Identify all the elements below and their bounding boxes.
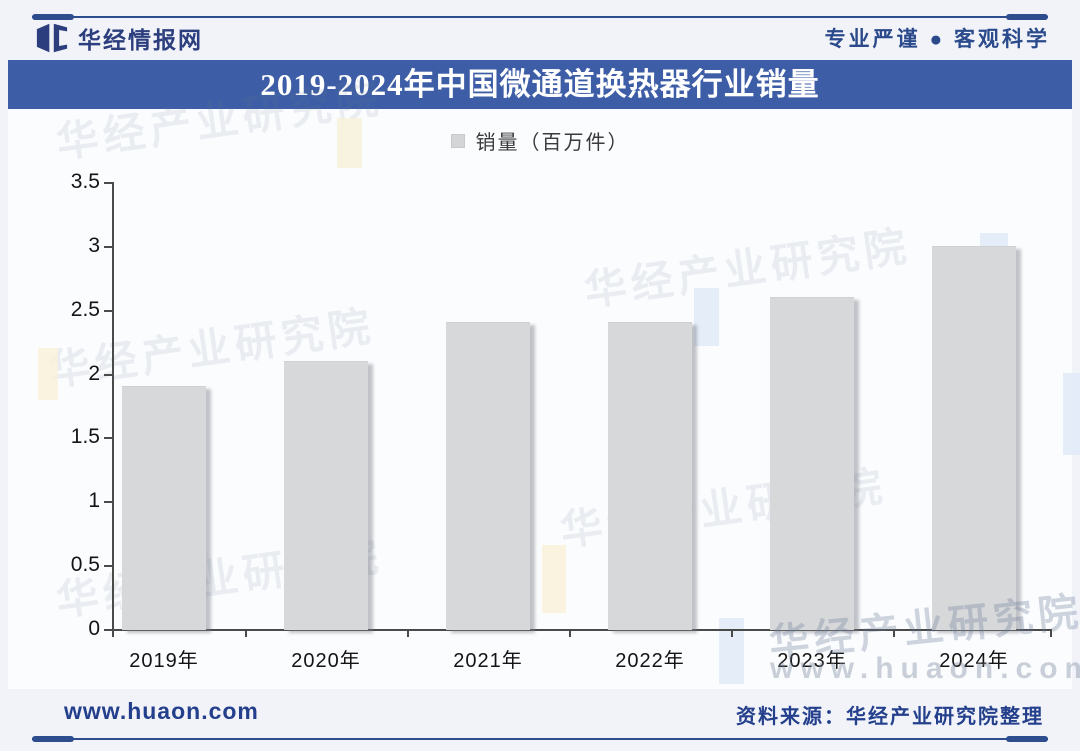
x-axis-tick: [112, 629, 114, 637]
y-axis-line: [112, 182, 114, 631]
y-axis-tick: [104, 437, 112, 440]
y-axis-tick: [104, 501, 112, 504]
brand: 华经情报网: [36, 21, 203, 55]
y-axis-tick-label: 2.5: [70, 297, 100, 321]
y-axis-tick-label: 3.5: [70, 170, 100, 193]
bottom-divider-line: [32, 738, 1048, 740]
y-axis-tick: [104, 373, 112, 376]
y-axis-tick: [104, 182, 112, 184]
bar-2020年: [284, 360, 368, 630]
x-axis-category-label: 2019年: [129, 650, 199, 672]
x-axis-tick: [569, 629, 571, 637]
y-axis-tick-label: 1.5: [70, 425, 100, 449]
top-divider-line: [32, 16, 1048, 18]
brand-name: 华经情报网: [78, 27, 203, 53]
bottom-divider-left-cap: [32, 736, 74, 742]
footer-site-url: www.huaon.com: [64, 698, 259, 724]
footer-data-source: 资料来源：华经产业研究院整理: [736, 706, 1044, 728]
y-axis-tick: [104, 629, 112, 631]
x-axis-line: [112, 629, 1050, 631]
x-axis-category-label: 2024年: [939, 650, 1009, 672]
x-axis-tick: [731, 629, 733, 637]
y-axis-tick-label: 1: [88, 489, 100, 513]
y-axis-tick-label: 2: [88, 361, 100, 385]
x-axis-tick: [1050, 629, 1052, 637]
x-axis-category-label: 2021年: [453, 650, 523, 672]
chart-legend: 销量（百万件）: [0, 126, 1080, 155]
x-axis-category-label: 2023年: [777, 650, 847, 672]
y-axis-tick-label: 3: [88, 233, 100, 257]
x-axis-category-label: 2022年: [615, 650, 685, 672]
bottom-divider-right-cap: [1006, 736, 1048, 742]
top-divider-right-cap: [1006, 14, 1048, 20]
header-tagline: 专业严谨 ● 客观科学: [824, 28, 1050, 51]
x-axis-category-label: 2020年: [291, 650, 361, 672]
chart-title-bar: 2019-2024年中国微通道换热器行业销量: [8, 60, 1072, 109]
top-divider-left-cap: [32, 14, 74, 20]
legend-swatch: [450, 133, 465, 148]
bar-2024年: [932, 245, 1016, 630]
y-axis-tick-label: 0.5: [70, 553, 100, 577]
bar-2022年: [608, 322, 692, 630]
bar-2019年: [122, 386, 206, 630]
x-axis-tick: [893, 629, 895, 637]
x-axis-tick: [245, 629, 247, 637]
bar-2023年: [770, 296, 854, 630]
header: 华经情报网 专业严谨 ● 客观科学: [36, 20, 1050, 56]
legend-label: 销量（百万件）: [475, 132, 630, 154]
huajing-logo-icon: [36, 22, 68, 54]
y-axis-tick: [104, 309, 112, 312]
bar-2021年: [446, 322, 530, 630]
y-axis-tick: [104, 565, 112, 568]
y-axis-tick: [104, 245, 112, 248]
y-axis-tick-label: 0: [88, 617, 100, 640]
x-axis-tick: [407, 629, 409, 637]
